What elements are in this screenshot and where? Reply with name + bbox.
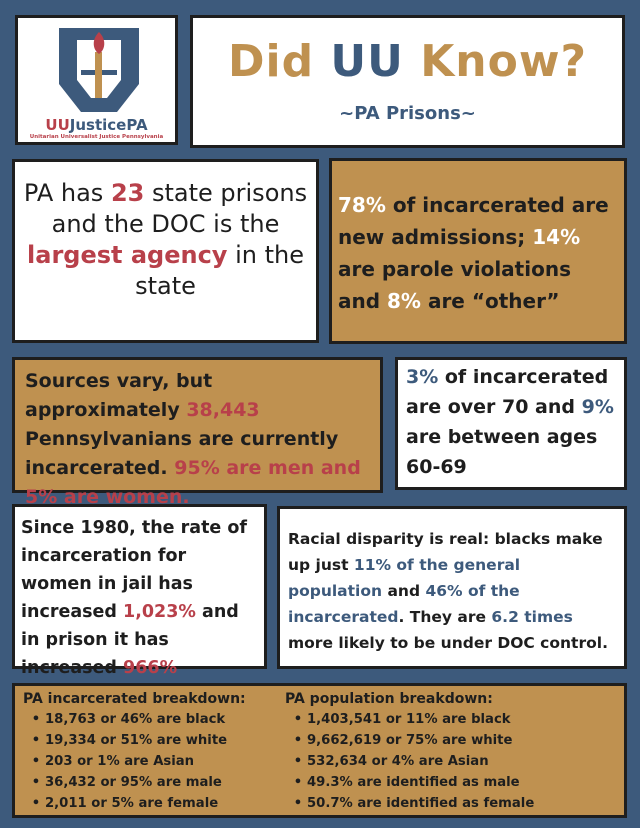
logo-card: UUJusticePA Unitarian Universalist Justi… <box>15 15 178 145</box>
fact-age-card: 3% of incarcerated are over 70 and 9% ar… <box>395 357 627 490</box>
list-item: 18,763 or 46% are black <box>23 709 246 730</box>
list-item: 19,334 or 51% are white <box>23 730 246 751</box>
keystone-chalice-icon <box>59 28 139 112</box>
population-breakdown-title: PA population breakdown: <box>285 691 493 707</box>
list-item: 49.3% are identified as male <box>285 772 534 793</box>
list-item: 203 or 1% are Asian <box>23 751 246 772</box>
page-title: Did UU Know? <box>227 36 588 87</box>
title-card: Did UU Know? ~PA Prisons~ <box>190 15 625 148</box>
breakdown-card: PA incarcerated breakdown: 18,763 or 46%… <box>12 683 627 818</box>
logo-subtitle: Unitarian Universalist Justice Pennsylva… <box>29 134 164 140</box>
fact-women-rate-card: Since 1980, the rate of incarceration fo… <box>12 504 267 678</box>
logo-brand: UUJusticePA <box>45 116 148 134</box>
fact-admissions-card: 78% of incarcerated are new admissions; … <box>329 158 627 344</box>
fact-incarcerated-count-card: Sources vary, but approximately 38,443 P… <box>12 357 383 508</box>
fact-prisons-card: PA has 23 state prisons and the DOC is t… <box>12 159 319 343</box>
incarcerated-breakdown: PA incarcerated breakdown: 18,763 or 46%… <box>23 689 246 814</box>
fact-racial-disparity-card: Racial disparity is real: blacks make up… <box>277 506 627 669</box>
population-breakdown: PA population breakdown: 1,403,541 or 11… <box>285 689 534 814</box>
list-item: 9,662,619 or 75% are white <box>285 730 534 751</box>
list-item: 36,432 or 95% are male <box>23 772 246 793</box>
incarcerated-breakdown-title: PA incarcerated breakdown: <box>23 691 246 707</box>
largest-agency-highlight: largest agency <box>27 241 228 269</box>
list-item: 50.7% are identified as female <box>285 793 534 814</box>
list-item: 1,403,541 or 11% are black <box>285 709 534 730</box>
list-item: 532,634 or 4% are Asian <box>285 751 534 772</box>
page-subtitle: ~PA Prisons~ <box>339 103 476 124</box>
prison-count: 23 <box>110 179 145 207</box>
list-item: 2,011 or 5% are female <box>23 793 246 814</box>
